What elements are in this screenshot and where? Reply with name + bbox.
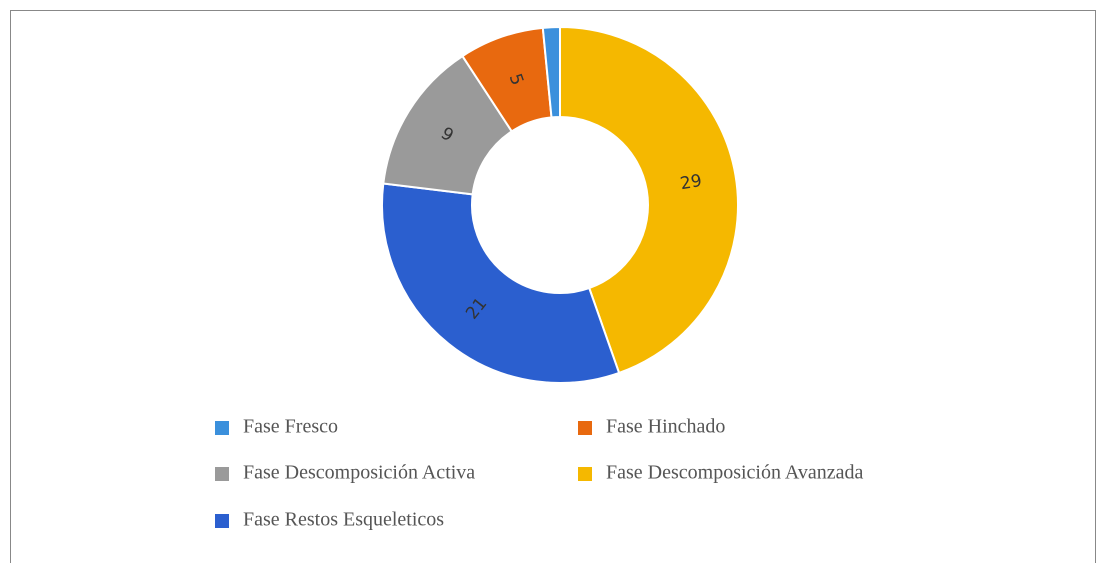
legend-swatch xyxy=(578,467,592,481)
legend-swatch xyxy=(215,421,229,435)
legend-label: Fase Hinchado xyxy=(606,416,725,438)
legend-swatch xyxy=(215,467,229,481)
donut-slice xyxy=(559,25,739,375)
donut-slice xyxy=(541,25,561,119)
legend-label: Fase Fresco xyxy=(243,416,338,438)
legend-label: Fase Descomposición Avanzada xyxy=(606,462,863,484)
frame xyxy=(10,10,1096,563)
legend-swatch xyxy=(215,514,229,528)
data-label: 29 xyxy=(679,171,704,194)
legend-label: Fase Restos Esqueleticos xyxy=(243,509,444,531)
donut-slice xyxy=(381,182,621,384)
legend-label: Fase Descomposición Activa xyxy=(243,462,475,484)
legend-swatch xyxy=(578,421,592,435)
